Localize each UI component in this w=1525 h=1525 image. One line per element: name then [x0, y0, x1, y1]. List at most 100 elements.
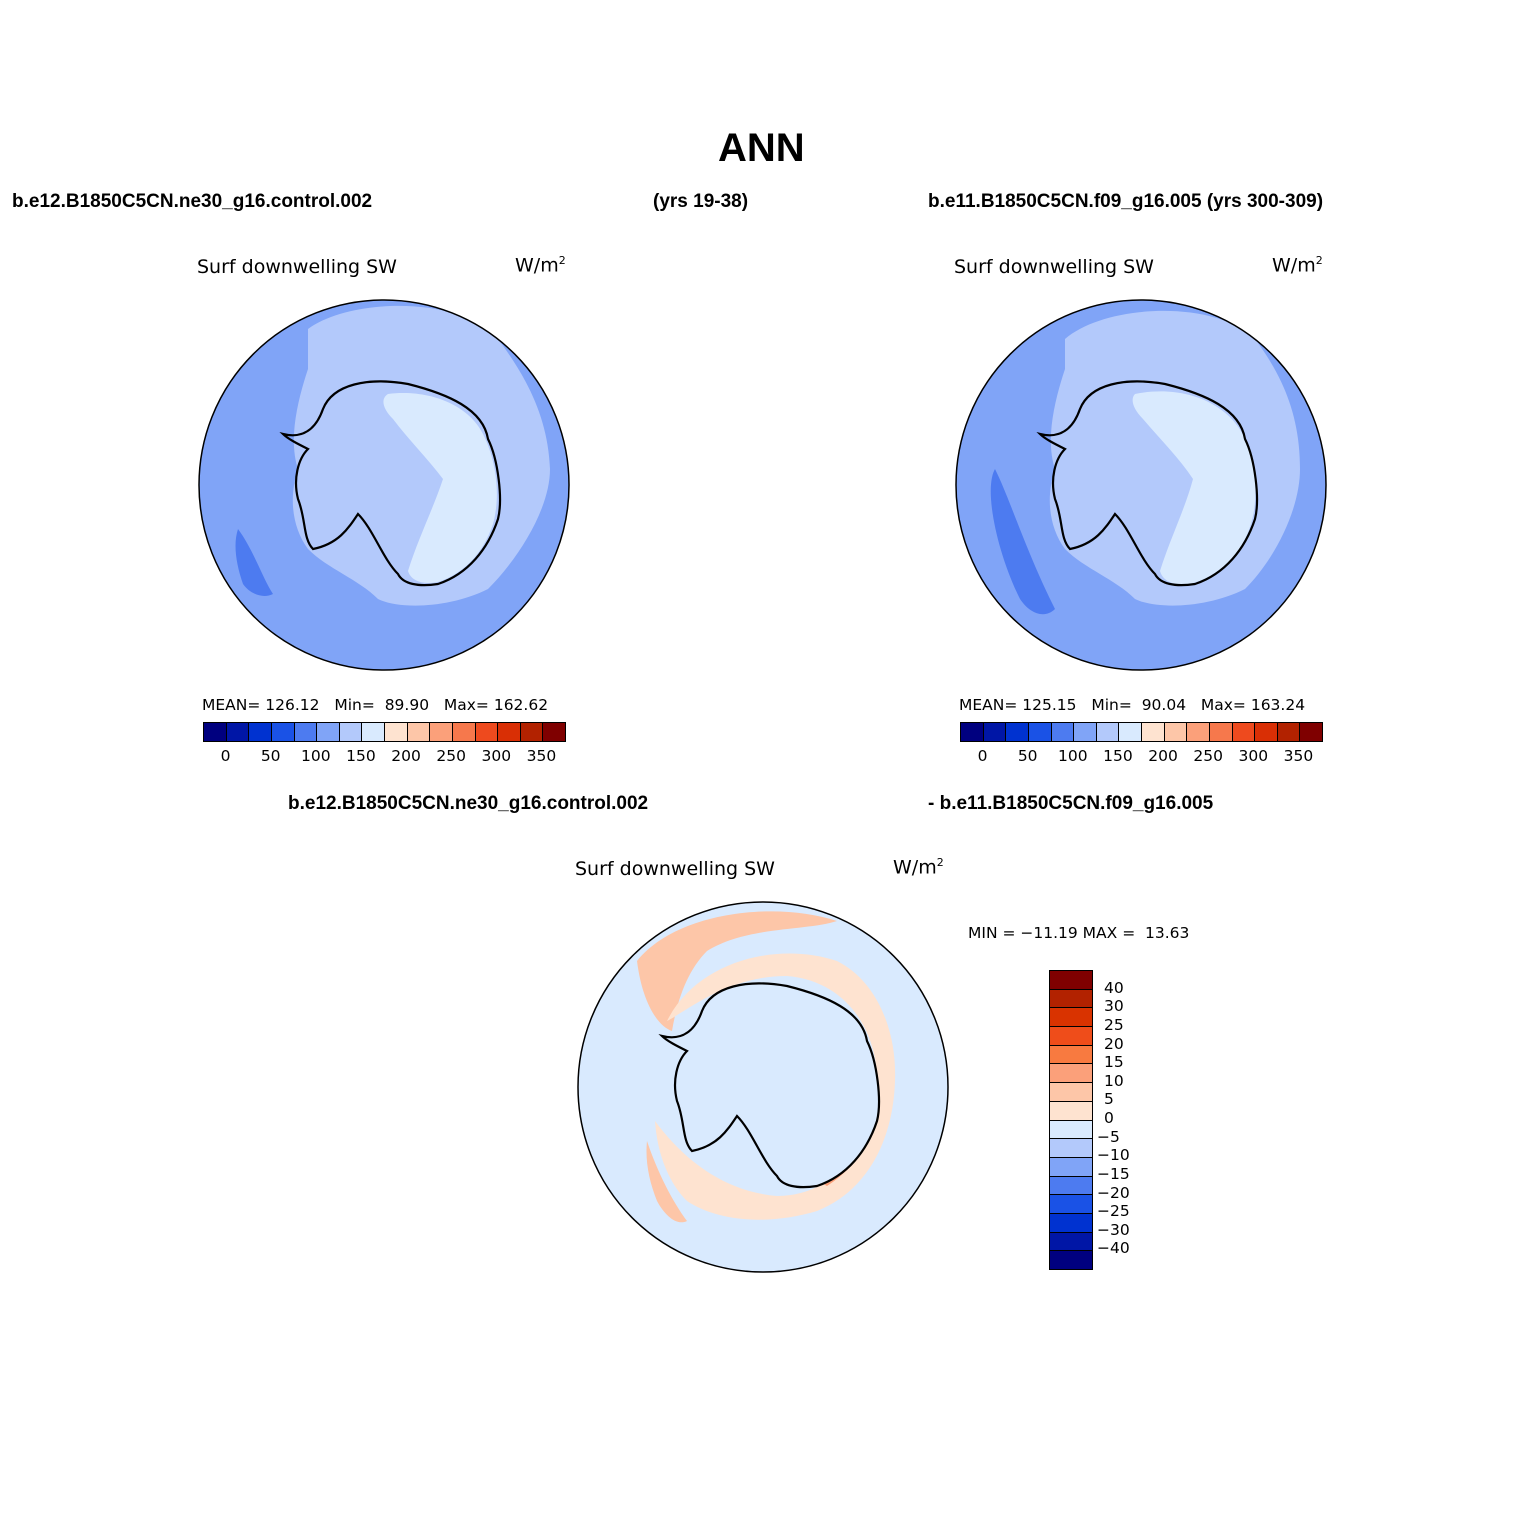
top-left-case-name: b.e12.B1850C5CN.ne30_g16.control.002: [12, 191, 373, 212]
colorbar-cell: [1050, 989, 1092, 1009]
colorbar-tick-label: 150: [346, 747, 376, 765]
left-colorbar: [203, 722, 566, 742]
diff-variable-label: Surf downwelling SW: [575, 858, 775, 880]
colorbar-tick-label: 250: [1193, 747, 1223, 765]
colorbar-cell: [1050, 1213, 1092, 1233]
colorbar-cell: [294, 723, 318, 741]
colorbar-cell: [1050, 1008, 1092, 1028]
colorbar-tick-label: 30: [1104, 997, 1124, 1016]
right-colorbar: [960, 722, 1323, 742]
top-left-case-years: (yrs 19-38): [653, 191, 749, 212]
colorbar-cell: [1028, 723, 1052, 741]
colorbar-cell: [1050, 1045, 1092, 1065]
right-units-label: W/m2: [1272, 254, 1323, 277]
colorbar-tick-label: 100: [1058, 747, 1088, 765]
colorbar-cell: [385, 723, 408, 741]
colorbar-tick-label: 350: [526, 747, 557, 765]
colorbar-tick-label: 10: [1104, 1071, 1124, 1090]
colorbar-tick-label: −10: [1097, 1146, 1130, 1165]
colorbar-cell: [1050, 1101, 1092, 1121]
colorbar-tick-label: −15: [1097, 1164, 1130, 1183]
colorbar-tick-label: 200: [391, 747, 421, 765]
diff-units-label: W/m2: [893, 856, 944, 879]
colorbar-cell: [1050, 1157, 1092, 1177]
diff-colorbar: [1049, 970, 1093, 1270]
colorbar-cell: [1074, 723, 1097, 741]
colorbar-cell: [983, 723, 1007, 741]
diff-map-antarctica: [658, 982, 881, 1189]
colorbar-cell: [1050, 1139, 1092, 1158]
top-right-case-name: b.e11.B1850C5CN.f09_g16.005 (yrs 300-309…: [928, 191, 1324, 212]
colorbar-tick-label: 200: [1148, 747, 1178, 765]
bottom-case-a: b.e12.B1850C5CN.ne30_g16.control.002: [288, 793, 649, 814]
colorbar-cell: [1006, 723, 1029, 741]
right-variable-label: Surf downwelling SW: [954, 256, 1154, 278]
colorbar-cell: [1209, 723, 1233, 741]
colorbar-tick-label: −25: [1097, 1202, 1130, 1221]
colorbar-cell: [249, 723, 272, 741]
left-map-low-patch: [235, 529, 273, 596]
colorbar-tick-label: −30: [1097, 1220, 1130, 1239]
colorbar-tick-label: 0: [1104, 1109, 1114, 1127]
colorbar-cell: [1050, 1232, 1092, 1252]
colorbar-tick-label: −5: [1097, 1127, 1120, 1146]
colorbar-cell: [1050, 1176, 1092, 1196]
colorbar-cell: [430, 723, 453, 741]
left-units-label: W/m2: [515, 254, 566, 277]
colorbar-cell: [1051, 723, 1075, 741]
colorbar-tick-label: 100: [301, 747, 331, 765]
colorbar-cell: [204, 723, 227, 741]
right-map-low-patch: [990, 469, 1055, 615]
colorbar-tick-label: 5: [1104, 1090, 1114, 1109]
colorbar-tick-label: 250: [436, 747, 466, 765]
left-stats: MEAN= 126.12 Min= 89.90 Max= 162.62: [202, 696, 549, 714]
diff-map-patch: [646, 1141, 687, 1223]
colorbar-cell: [407, 723, 431, 741]
colorbar-cell: [1050, 1195, 1092, 1214]
colorbar-cell: [1050, 971, 1092, 990]
colorbar-cell: [1050, 1083, 1092, 1102]
colorbar-cell: [1142, 723, 1165, 741]
colorbar-cell: [271, 723, 295, 741]
colorbar-cell: [1050, 1251, 1092, 1269]
left-polar-map: [198, 299, 570, 671]
colorbar-tick-label: 350: [1283, 747, 1314, 765]
colorbar-tick-label: −20: [1097, 1183, 1130, 1202]
colorbar-cell: [1050, 1027, 1092, 1046]
colorbar-cell: [961, 723, 984, 741]
colorbar-cell: [339, 723, 363, 741]
colorbar-tick-label: 40: [1104, 978, 1124, 997]
colorbar-cell: [1300, 723, 1322, 741]
colorbar-cell: [1187, 723, 1210, 741]
colorbar-tick-label: 50: [260, 747, 281, 765]
colorbar-cell: [1255, 723, 1278, 741]
right-stats: MEAN= 125.15 Min= 90.04 Max= 163.24: [959, 696, 1306, 714]
colorbar-cell: [362, 723, 385, 741]
colorbar-cell: [1050, 1120, 1092, 1140]
colorbar-cell: [1050, 1064, 1092, 1084]
colorbar-tick-label: 0: [220, 747, 231, 765]
left-map-plateau: [383, 393, 497, 583]
colorbar-cell: [1119, 723, 1142, 741]
left-variable-label: Surf downwelling SW: [197, 256, 397, 278]
colorbar-cell: [520, 723, 544, 741]
colorbar-tick-label: 20: [1104, 1034, 1124, 1053]
colorbar-tick-label: 300: [1238, 747, 1269, 765]
colorbar-cell: [452, 723, 476, 741]
colorbar-cell: [317, 723, 340, 741]
colorbar-cell: [543, 723, 565, 741]
diff-minmax: MIN = −11.19 MAX = 13.63: [968, 924, 1190, 942]
colorbar-cell: [1232, 723, 1256, 741]
colorbar-cell: [498, 723, 521, 741]
colorbar-tick-label: 150: [1103, 747, 1133, 765]
right-polar-map: [955, 299, 1327, 671]
right-map-plateau: [1132, 391, 1256, 585]
colorbar-tick-label: 300: [481, 747, 512, 765]
colorbar-cell: [475, 723, 499, 741]
colorbar-cell: [1164, 723, 1188, 741]
colorbar-cell: [226, 723, 250, 741]
colorbar-tick-label: 50: [1017, 747, 1038, 765]
colorbar-tick-label: −40: [1097, 1239, 1130, 1258]
colorbar-tick-label: 15: [1104, 1053, 1124, 1072]
colorbar-tick-label: 25: [1104, 1015, 1124, 1034]
